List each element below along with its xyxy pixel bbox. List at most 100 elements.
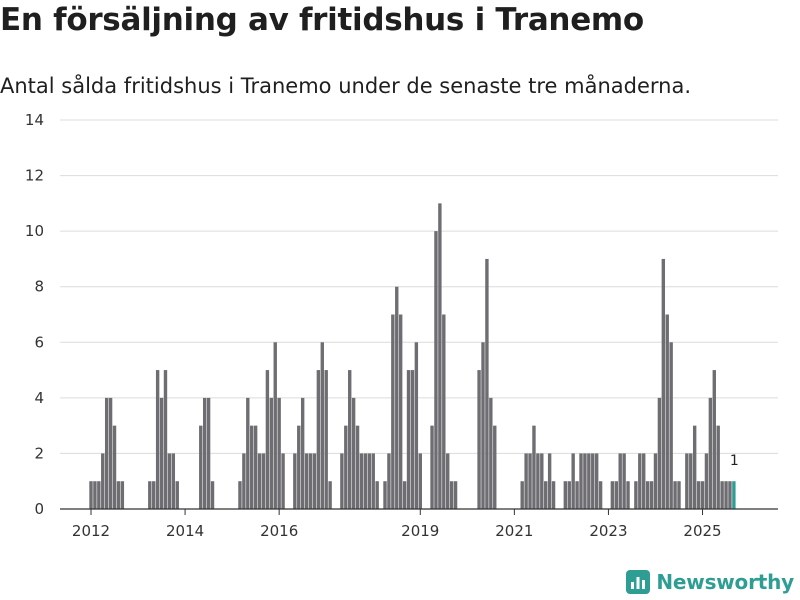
bar bbox=[359, 453, 364, 509]
x-tick-label: 2021 bbox=[495, 522, 533, 540]
bar bbox=[340, 453, 344, 509]
bar bbox=[391, 314, 395, 509]
bar bbox=[93, 481, 97, 509]
bar bbox=[320, 342, 324, 509]
bar bbox=[304, 453, 309, 509]
bar bbox=[253, 425, 258, 509]
bar bbox=[563, 481, 568, 509]
bar bbox=[297, 425, 301, 509]
bar bbox=[238, 481, 242, 509]
bar bbox=[383, 481, 387, 509]
bar bbox=[261, 453, 266, 509]
bar bbox=[89, 481, 93, 509]
bar bbox=[720, 481, 724, 509]
bar bbox=[206, 397, 211, 509]
bar bbox=[210, 481, 215, 509]
bar bbox=[524, 453, 528, 509]
bar bbox=[442, 314, 446, 509]
bar bbox=[657, 397, 662, 509]
bar bbox=[696, 481, 701, 509]
x-tick-label: 2012 bbox=[72, 522, 110, 540]
bar bbox=[273, 342, 277, 509]
bar bbox=[410, 370, 415, 509]
brand-name: Newsworthy bbox=[656, 570, 794, 594]
bar bbox=[438, 203, 442, 510]
bar bbox=[148, 481, 152, 509]
bar bbox=[610, 481, 615, 509]
y-tick-label: 2 bbox=[34, 444, 44, 462]
bar bbox=[277, 397, 281, 509]
bar bbox=[167, 453, 172, 509]
x-tick-label: 2023 bbox=[589, 522, 627, 540]
bar bbox=[614, 481, 618, 509]
bar bbox=[104, 397, 109, 509]
bar-data-label: 1 bbox=[730, 453, 739, 469]
bar bbox=[446, 453, 450, 509]
bar bbox=[638, 453, 642, 509]
bar bbox=[567, 481, 571, 509]
bar bbox=[540, 453, 544, 509]
bar bbox=[355, 425, 360, 509]
bar bbox=[316, 370, 321, 509]
bar bbox=[265, 370, 270, 509]
bar bbox=[692, 425, 697, 509]
bar bbox=[544, 481, 548, 509]
y-tick-label: 0 bbox=[34, 500, 44, 518]
y-tick-label: 8 bbox=[34, 278, 44, 296]
bar bbox=[634, 481, 638, 509]
bar bbox=[712, 370, 716, 509]
x-tick-label: 2014 bbox=[166, 522, 204, 540]
bar bbox=[434, 231, 438, 509]
bar bbox=[175, 481, 179, 509]
bar bbox=[312, 453, 317, 509]
bar bbox=[348, 370, 352, 509]
bar bbox=[575, 481, 579, 509]
y-tick-label: 14 bbox=[25, 111, 44, 129]
newsworthy-logo: Newsworthy bbox=[626, 570, 794, 594]
bar bbox=[300, 397, 305, 509]
bar bbox=[481, 342, 485, 509]
bar bbox=[97, 481, 101, 509]
bar bbox=[328, 481, 332, 509]
bar bbox=[163, 370, 168, 509]
bar bbox=[579, 453, 583, 509]
bar-highlight bbox=[732, 481, 736, 509]
bar bbox=[402, 481, 407, 509]
bar bbox=[704, 453, 709, 509]
bar bbox=[199, 425, 203, 509]
bar bbox=[152, 481, 156, 509]
bar bbox=[649, 481, 654, 509]
bar bbox=[598, 481, 603, 509]
bar bbox=[642, 453, 646, 509]
bar bbox=[269, 397, 274, 509]
bar bbox=[418, 453, 422, 509]
bar bbox=[449, 481, 454, 509]
bar bbox=[371, 453, 375, 509]
bar bbox=[485, 258, 489, 509]
bar bbox=[351, 397, 356, 509]
chart-logo-icon bbox=[626, 570, 651, 594]
bar bbox=[257, 453, 262, 509]
bar bbox=[669, 342, 673, 509]
bar bbox=[281, 453, 285, 509]
bar bbox=[728, 481, 732, 509]
bar bbox=[708, 397, 713, 509]
bar bbox=[242, 453, 246, 509]
bar bbox=[395, 286, 399, 509]
x-tick-label: 2019 bbox=[401, 522, 439, 540]
bar bbox=[571, 453, 575, 509]
bar bbox=[367, 453, 372, 509]
bar bbox=[101, 453, 105, 509]
axes: 0 2 4 6 8 10 12 14 1 2012 2014 2016 2019 2021 2023 2025 bbox=[25, 111, 778, 540]
bar bbox=[250, 425, 254, 509]
y-tick-label: 4 bbox=[34, 389, 44, 407]
bar bbox=[716, 425, 720, 509]
bar bbox=[171, 453, 176, 509]
bar bbox=[551, 481, 556, 509]
bar bbox=[547, 453, 552, 509]
bar bbox=[398, 314, 403, 509]
bar bbox=[159, 397, 164, 509]
bar bbox=[406, 370, 411, 509]
bar bbox=[489, 397, 493, 509]
